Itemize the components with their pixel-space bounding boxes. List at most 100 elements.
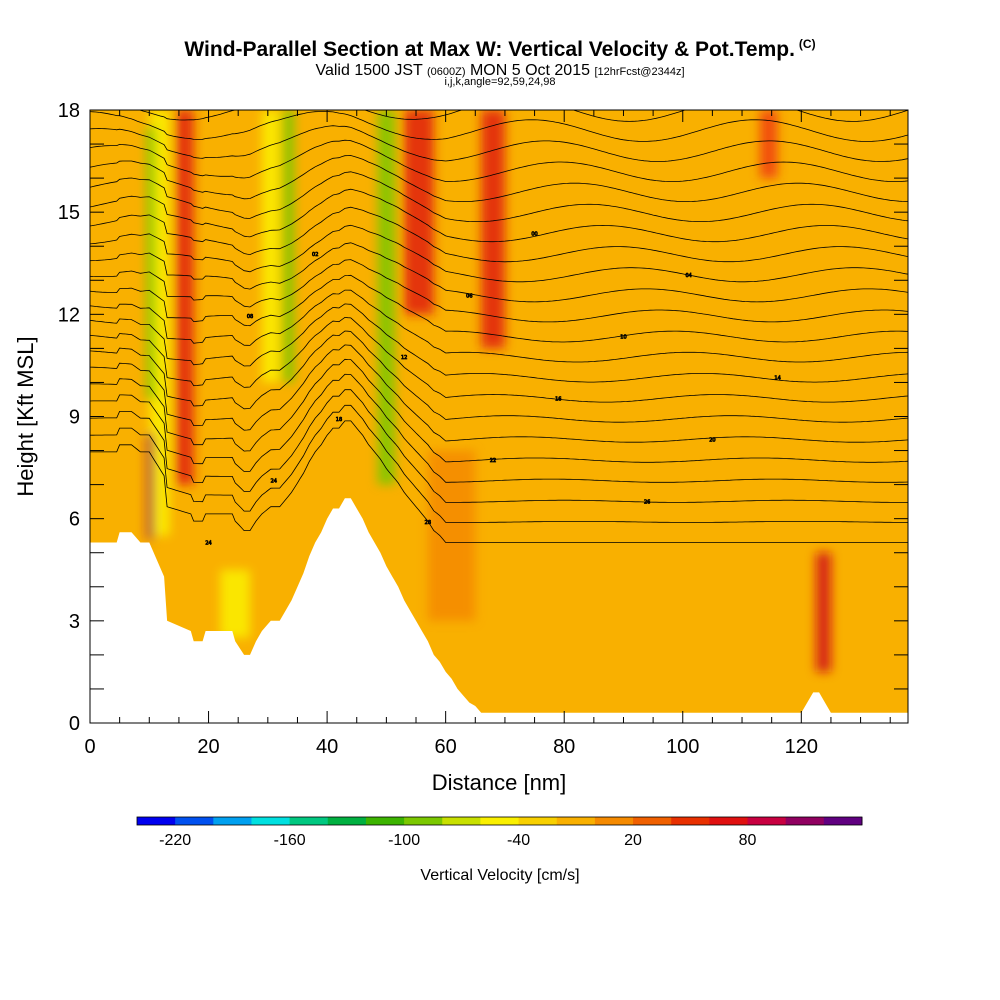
isentrope-line: [90, 139, 908, 182]
grid-indices: i,j,k,angle=92,59,24,98: [444, 76, 556, 88]
velocity-band: [261, 110, 280, 383]
y-tick-label: 9: [69, 407, 80, 429]
velocity-band: [481, 110, 505, 349]
contour-label: 06: [466, 293, 472, 299]
velocity-band: [146, 433, 155, 540]
colorbar-tick-label: -160: [274, 832, 306, 849]
velocity-band: [427, 450, 476, 621]
colorbar-segment: [556, 817, 596, 825]
contour-label: 12: [401, 355, 407, 361]
velocity-band: [282, 110, 295, 383]
isentrope-line: [90, 259, 908, 323]
colorbar-segment: [251, 817, 291, 825]
colorbar-segment: [594, 817, 634, 825]
valid-time-line: Valid 1500 JST (0600Z) MON 5 Oct 2015 [1…: [0, 62, 1000, 80]
colorbar-tick-label: 80: [739, 832, 757, 849]
colorbar-tick-label: -40: [507, 832, 530, 849]
colorbar-segment: [785, 817, 825, 825]
colorbar-tick-label: 20: [624, 832, 642, 849]
x-tick-label: 40: [316, 736, 338, 758]
contour-label: 14: [774, 376, 780, 382]
contour-label: 18: [336, 417, 342, 423]
colorbar-title: Vertical Velocity [cm/s]: [420, 867, 579, 884]
contour-label: 26: [644, 499, 650, 505]
colorbar-segment: [747, 817, 787, 825]
velocity-band: [404, 110, 434, 315]
colorbar-segment: [289, 817, 329, 825]
isentrope-line: [90, 188, 908, 243]
isentrope-line: [90, 389, 908, 503]
colorbar-segment: [671, 817, 710, 825]
isentrope-line: [90, 316, 908, 403]
isentrope-line: [90, 289, 908, 363]
isentrope-line: [90, 206, 908, 263]
isentrope-line: [90, 358, 908, 463]
isentrope-line: [138, 110, 908, 122]
chart-title: Wind-Parallel Section at Max W: Vertical…: [0, 37, 1000, 62]
valid-prefix: Valid 1500 JST: [315, 62, 423, 79]
contour-label: 08: [247, 314, 253, 320]
colorbar-segment: [518, 817, 558, 825]
copyright-mark: (C): [798, 37, 816, 51]
colorbar-segment: [442, 817, 481, 825]
contour-label: 24: [205, 541, 211, 547]
isentrope-line: [90, 344, 908, 443]
plot-area: 24 28 26 24 22 20 18 16 14 12 10 08 06 04 02 00: [90, 110, 908, 723]
isentropes: 24 28 26 24 22 20 18 16 14 12 10 08 06 04 02 00: [90, 110, 908, 547]
isentrope-line: [90, 373, 908, 483]
x-axis-title: Distance [nm]: [432, 770, 567, 795]
velocity-band: [816, 552, 831, 672]
contour-label: 16: [555, 396, 561, 402]
y-tick-label: 6: [69, 509, 80, 531]
isentrope-line: [90, 224, 908, 283]
colorbar-segment: [404, 817, 443, 825]
colorbar-segment: [823, 817, 863, 825]
y-axis-title: Height [Kft MSL]: [13, 336, 38, 496]
colorbar-segment: [365, 817, 405, 825]
isentrope-line: [90, 420, 908, 543]
colorbar-segment: [137, 817, 176, 825]
y-tick-label: 18: [58, 100, 80, 122]
chart-title-text: Wind-Parallel Section at Max W: Vertical…: [184, 38, 795, 61]
velocity-band: [146, 127, 156, 400]
y-tick-label: 3: [69, 611, 80, 633]
isentrope-line: [90, 404, 908, 523]
valid-date: MON 5 Oct 2015: [469, 62, 590, 79]
isentrope-line: [90, 125, 908, 162]
x-tick-label: 100: [666, 736, 699, 758]
colorbar-frame: [136, 816, 863, 826]
contour-label: 20: [709, 438, 715, 444]
contour-label: 10: [620, 335, 626, 341]
forecast-info: [12hrFcst@2344z]: [594, 66, 685, 78]
x-tick-label: 20: [197, 736, 219, 758]
x-tick-label: 60: [435, 736, 457, 758]
velocity-band: [220, 569, 251, 638]
colorbar-tick-label: -100: [388, 832, 420, 849]
y-tick-label: 15: [58, 202, 80, 224]
contour-label: 04: [685, 273, 691, 279]
isentrope-line: [90, 303, 908, 383]
x-tick-label: 120: [785, 736, 818, 758]
colorbar-segment: [213, 817, 252, 825]
colorbar-segment: [480, 817, 520, 825]
contour-label: 22: [490, 458, 496, 464]
colorbar: -220 -160 -100 -40 20 80 Vertical Velocity [cm…: [136, 816, 863, 884]
colorbar-segment: [327, 817, 367, 825]
terrain: [90, 498, 908, 723]
isentrope-line: [90, 155, 908, 202]
colorbar-segment: [709, 817, 749, 825]
isentrope-line: [90, 330, 908, 423]
colorbar-segment: [633, 817, 672, 825]
isentrope-line: [90, 242, 908, 303]
isentrope-line: [90, 111, 908, 142]
contour-label: 28: [425, 520, 431, 526]
contour-label: 00: [531, 232, 537, 238]
valid-utc: (0600Z): [426, 66, 466, 78]
isentrope-line: [90, 274, 908, 343]
contour-label: 24: [271, 479, 277, 485]
colorbar-tick-label: -220: [159, 832, 191, 849]
x-tick-label: 80: [553, 736, 575, 758]
isentrope-line: [90, 171, 908, 222]
